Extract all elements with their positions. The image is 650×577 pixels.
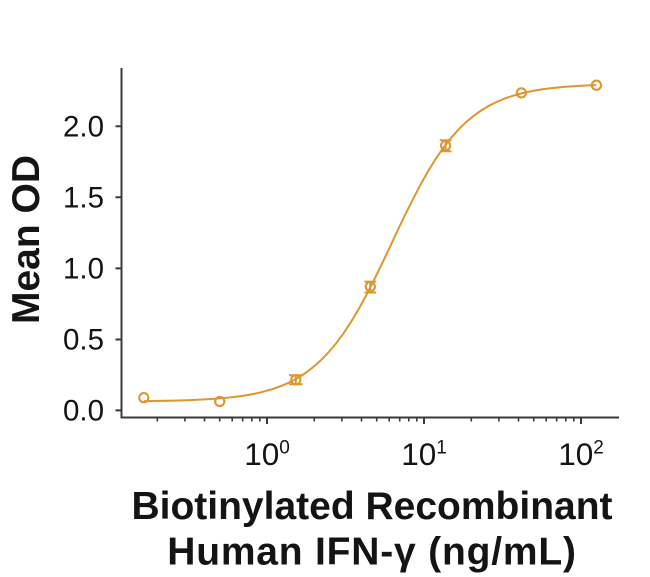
svg-text:2.0: 2.0 [63, 110, 104, 143]
svg-text:1.5: 1.5 [63, 182, 104, 215]
svg-text:0.5: 0.5 [63, 324, 104, 357]
svg-text:Biotinylated Recombinant: Biotinylated Recombinant [131, 485, 612, 528]
svg-text:Human IFN-γ (ng/mL): Human IFN-γ (ng/mL) [167, 531, 577, 574]
svg-text:Mean OD: Mean OD [5, 155, 48, 324]
svg-text:102: 102 [558, 436, 604, 472]
svg-text:101: 101 [401, 436, 447, 472]
svg-text:1.0: 1.0 [63, 253, 104, 286]
svg-text:0.0: 0.0 [63, 395, 104, 428]
svg-text:100: 100 [244, 436, 290, 472]
